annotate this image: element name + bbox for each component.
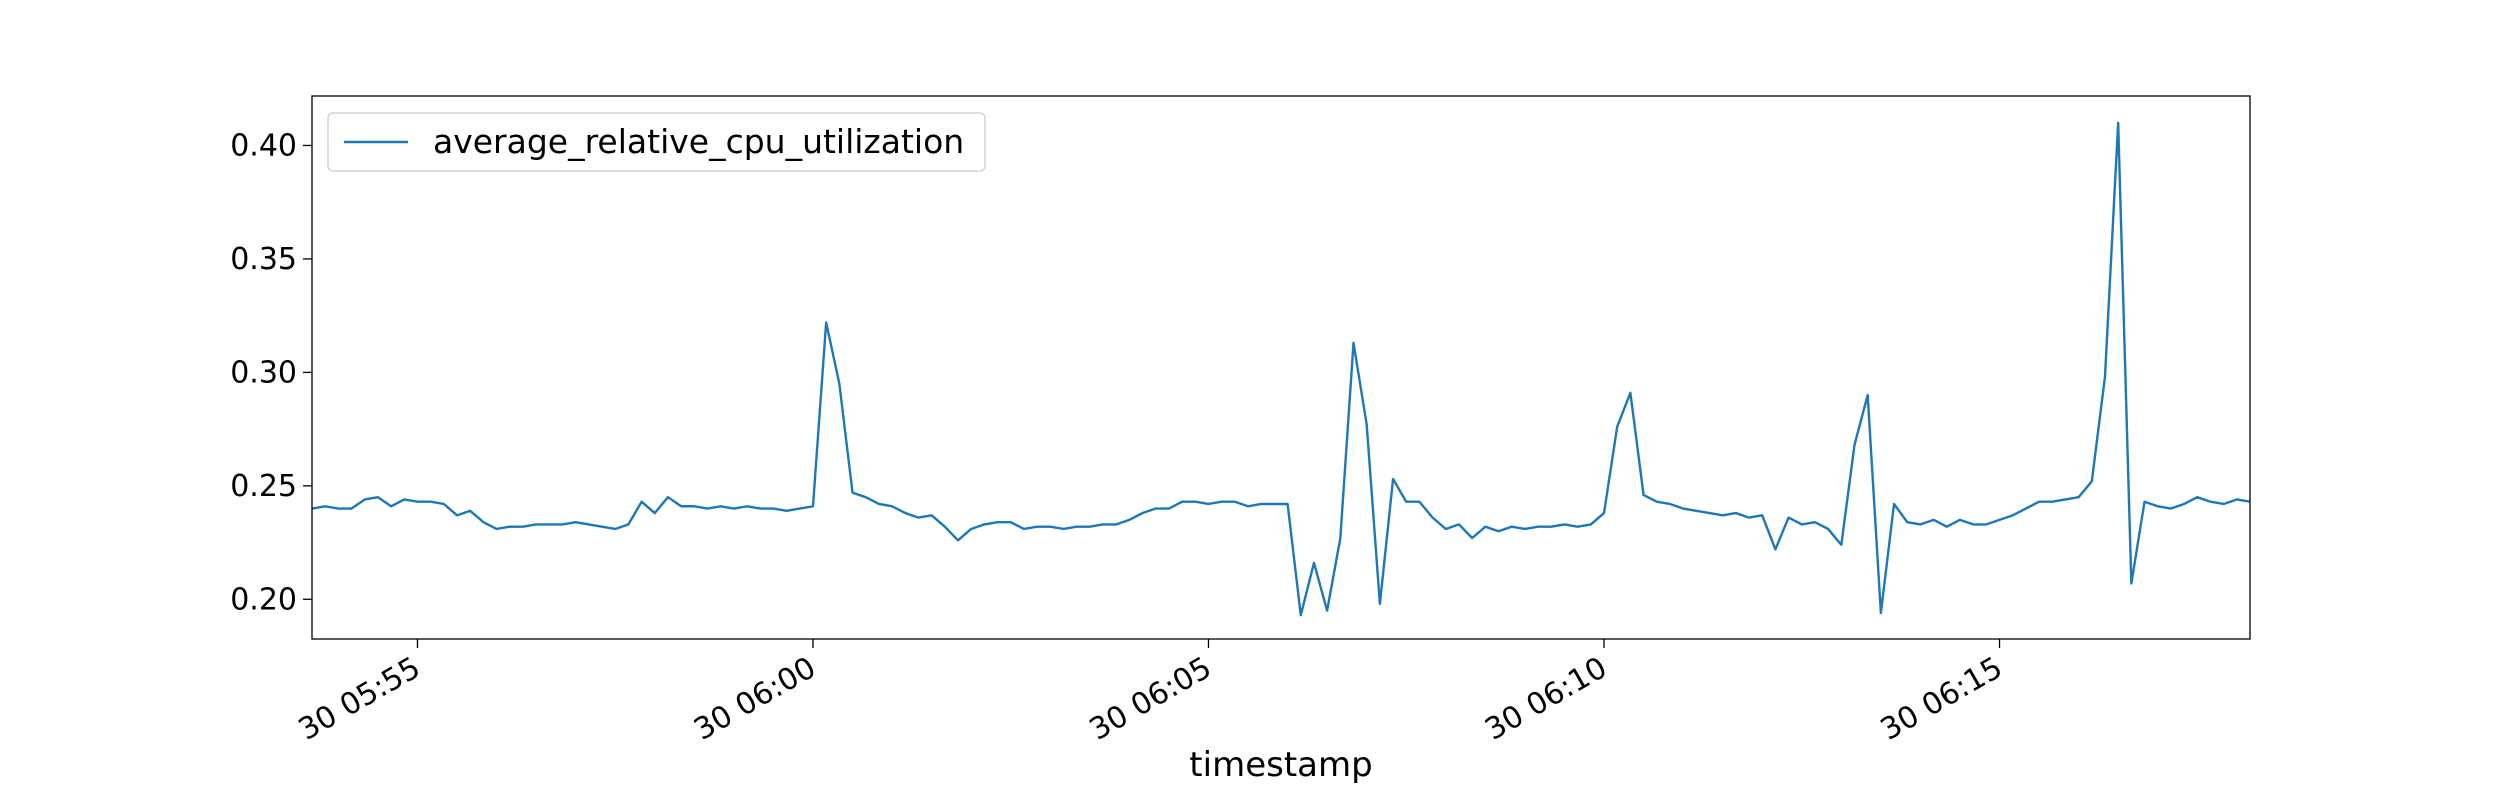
x-tick-label: 30 05:55 xyxy=(293,650,427,747)
x-tick-label: 30 06:05 xyxy=(1084,650,1218,747)
plot-frame xyxy=(311,95,2251,640)
legend-box xyxy=(327,112,986,172)
legend-label: average_relative_cpu_utilization xyxy=(433,122,964,161)
x-axis-label: timestamp xyxy=(1189,745,1372,785)
data-line xyxy=(311,121,2251,617)
y-tick-label: 0.35 xyxy=(230,242,297,277)
x-tick-label: 30 06:00 xyxy=(688,650,822,747)
x-tick-label: 30 06:10 xyxy=(1479,650,1613,747)
x-tick-label: 30 06:15 xyxy=(1875,650,2009,747)
y-tick-label: 0.30 xyxy=(230,355,297,390)
y-tick-label: 0.20 xyxy=(230,582,297,617)
legend: average_relative_cpu_utilization xyxy=(327,112,986,172)
y-tick-label: 0.40 xyxy=(230,128,297,163)
y-tick-label: 0.25 xyxy=(230,469,297,504)
